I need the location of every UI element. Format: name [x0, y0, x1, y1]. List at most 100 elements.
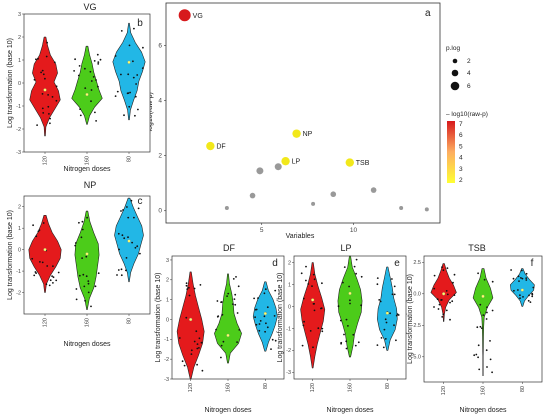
violin-xlabel: Nitrogen doses: [459, 407, 507, 414]
violin-data-point: [525, 272, 528, 275]
violin-160: [472, 268, 494, 376]
violin-data-point: [47, 94, 49, 96]
violin-120: [29, 36, 61, 137]
panel-a-ytick-label: 4: [158, 98, 162, 105]
violin-data-point: [339, 319, 342, 322]
violin-xtick-label: 120: [43, 156, 49, 165]
violin-data-point: [438, 303, 441, 306]
violin-data-point: [449, 318, 451, 321]
violin-data-point: [187, 286, 190, 289]
violin-data-point: [517, 289, 519, 291]
color-legend-tick: 6: [459, 132, 463, 139]
violin-data-point: [479, 325, 482, 328]
violin-data-point: [476, 326, 479, 329]
violin-data-point: [37, 230, 40, 233]
violin-data-point: [77, 74, 80, 77]
violin-data-point: [433, 306, 435, 308]
violin-median-marker: [226, 333, 230, 337]
violin-ytick-label: 0: [18, 81, 21, 87]
size-legend-label-3: 6: [467, 83, 471, 90]
violin-data-point: [337, 305, 340, 308]
violin-data-point: [118, 248, 120, 251]
violin-data-point: [349, 299, 351, 302]
violin-data-point: [445, 290, 448, 292]
panel-a-xtick-label: 5: [260, 227, 264, 234]
violin-data-point: [217, 315, 220, 317]
violin-data-point: [188, 294, 191, 297]
violin-median-marker: [85, 92, 89, 97]
violin-data-point: [348, 285, 350, 288]
violin-data-point: [39, 261, 41, 263]
violin-data-point: [81, 228, 84, 231]
size-legend-label-2: 4: [467, 70, 471, 77]
violin-data-point: [311, 285, 313, 287]
violin-data-point: [135, 83, 138, 85]
violin-data-point: [84, 87, 87, 89]
violin-80: [377, 266, 398, 351]
violin-ytick-label: -5.0: [412, 355, 421, 361]
violin-data-point: [266, 326, 269, 329]
violin-data-point: [482, 314, 485, 316]
violin-data-point: [254, 316, 256, 319]
violin-xtick-label: 160: [85, 156, 91, 165]
violin-data-point: [453, 294, 456, 296]
violin-median-marker: [43, 88, 47, 92]
color-legend-bar: [447, 121, 455, 183]
panel-c-violin-np: NP c Nitrogen doses Log transformation (bas…: [7, 180, 151, 348]
violin-data-point: [441, 266, 443, 269]
violin-data-point: [255, 323, 258, 326]
violin-data-point: [360, 304, 362, 307]
violin-data-point: [41, 69, 44, 72]
violin-data-point: [478, 368, 481, 371]
violin-data-point: [376, 283, 379, 286]
violin-data-point: [520, 269, 523, 272]
violin-data-point: [257, 297, 259, 299]
violin-data-point: [78, 221, 80, 224]
violin-ylabel: Log transformation (base 10): [277, 273, 284, 363]
violin-120: [176, 271, 205, 380]
violin-data-point: [35, 235, 38, 238]
violin-data-point: [238, 329, 241, 331]
violin-data-point: [116, 274, 118, 276]
violin-data-point: [52, 276, 55, 279]
violin-data-point: [136, 245, 139, 248]
violin-title: NP: [84, 180, 97, 190]
violin-160: [74, 210, 100, 311]
violin-data-point: [355, 258, 358, 261]
violin-data-point: [193, 340, 196, 343]
violin-data-point: [489, 340, 491, 342]
violin-data-point: [486, 366, 488, 368]
violin-data-point: [199, 284, 202, 286]
violin-data-point: [85, 255, 88, 258]
scatter-point-vg: [178, 9, 191, 22]
violin-data-point: [89, 70, 92, 73]
size-legend-dot-3: [450, 81, 460, 91]
violin-data-point: [47, 105, 50, 108]
violin-data-point: [190, 353, 193, 355]
violin-data-point: [44, 77, 46, 80]
violin-data-point: [271, 338, 274, 341]
violin-ytick-label: -3: [286, 370, 291, 376]
violin-data-point: [90, 80, 93, 82]
violin-80: [112, 22, 146, 121]
violin-data-point: [485, 349, 488, 352]
violin-data-point: [452, 281, 454, 284]
violin-data-point: [131, 241, 134, 244]
panel-a-label: a: [425, 8, 431, 19]
panel-a-scatter: a -log10(raw-p) Variables 0 2 4 6 5 10 VG DF NP…: [147, 2, 488, 240]
violin-data-point: [512, 277, 515, 280]
panel-a-xtick-label: 10: [350, 227, 358, 234]
scatter-point: [224, 205, 229, 210]
violin-data-point: [198, 337, 201, 340]
color-legend-tick: 5: [459, 143, 463, 150]
violin-data-point: [123, 114, 125, 117]
panel-b-violin-vg: VG b Nitrogen doses Log transformation (bas…: [7, 2, 151, 173]
violin-data-point: [96, 53, 99, 56]
violin-data-point: [117, 232, 120, 235]
violin-data-point: [307, 283, 310, 285]
violin-ylabel: Log transformation (base 10): [7, 210, 14, 300]
violin-ytick-label: 2: [18, 35, 21, 41]
violin-data-point: [55, 279, 58, 282]
violin-data-point: [46, 41, 48, 44]
violin-data-point: [274, 289, 277, 292]
